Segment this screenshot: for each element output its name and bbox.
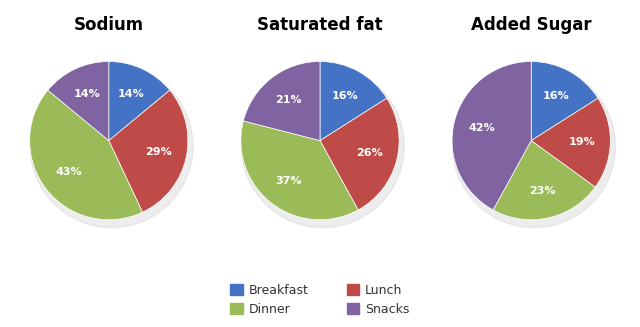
Text: 43%: 43% (55, 167, 82, 177)
Wedge shape (29, 90, 143, 220)
Ellipse shape (452, 65, 616, 228)
Title: Saturated fat: Saturated fat (257, 16, 383, 34)
Text: 29%: 29% (145, 147, 172, 157)
Wedge shape (243, 61, 320, 141)
Text: 23%: 23% (529, 186, 556, 196)
Text: 37%: 37% (275, 176, 302, 186)
Text: 16%: 16% (332, 91, 358, 101)
Wedge shape (531, 61, 598, 141)
Wedge shape (493, 141, 595, 220)
Text: 14%: 14% (74, 89, 100, 99)
Wedge shape (320, 61, 387, 141)
Ellipse shape (30, 65, 193, 228)
Wedge shape (241, 121, 358, 220)
Text: 42%: 42% (468, 123, 495, 133)
Wedge shape (48, 61, 109, 141)
Wedge shape (452, 61, 531, 210)
Title: Sodium: Sodium (74, 16, 144, 34)
Wedge shape (109, 90, 188, 212)
Wedge shape (320, 98, 399, 210)
Ellipse shape (241, 65, 404, 228)
Wedge shape (109, 61, 170, 141)
Text: 19%: 19% (569, 137, 596, 147)
Title: Added Sugar: Added Sugar (471, 16, 591, 34)
Text: 14%: 14% (117, 89, 144, 99)
Wedge shape (531, 98, 611, 187)
Text: 16%: 16% (543, 91, 569, 101)
Text: 26%: 26% (356, 148, 383, 158)
Legend: Breakfast, Dinner, Lunch, Snacks: Breakfast, Dinner, Lunch, Snacks (225, 279, 415, 321)
Text: 21%: 21% (275, 95, 302, 105)
